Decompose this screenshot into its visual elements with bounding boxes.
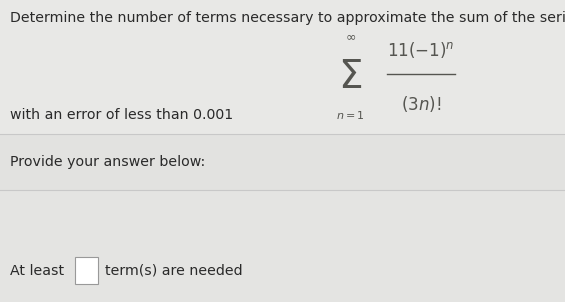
- Text: At least: At least: [10, 264, 64, 278]
- Text: $\Sigma$: $\Sigma$: [338, 59, 362, 95]
- Text: term(s) are needed: term(s) are needed: [105, 264, 242, 278]
- Bar: [0, 0, 565, 134]
- Text: $11(-1)^n$: $11(-1)^n$: [387, 40, 455, 60]
- Text: $n{=}1$: $n{=}1$: [336, 109, 364, 121]
- Text: Provide your answer below:: Provide your answer below:: [10, 155, 206, 169]
- Bar: [0, 190, 565, 302]
- Text: with an error of less than 0.001: with an error of less than 0.001: [10, 108, 233, 122]
- Text: Determine the number of terms necessary to approximate the sum of the series: Determine the number of terms necessary …: [10, 11, 565, 24]
- Text: $(3n)!$: $(3n)!$: [401, 94, 441, 114]
- FancyBboxPatch shape: [75, 257, 98, 284]
- Text: $\infty$: $\infty$: [345, 30, 356, 43]
- Bar: [0, 134, 565, 190]
